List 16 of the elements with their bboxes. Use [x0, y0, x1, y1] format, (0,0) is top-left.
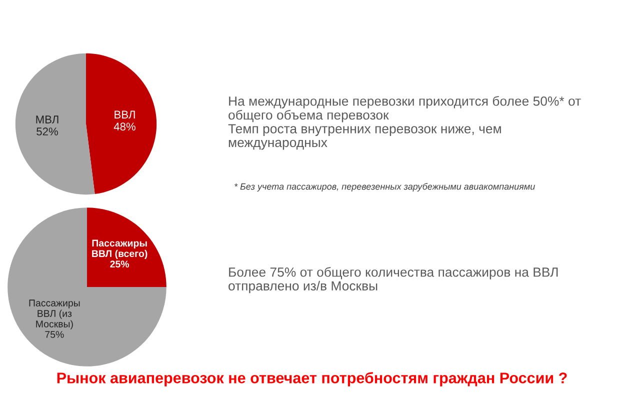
text: * Без учета пассажиров, перевезенных зарубежными авиакомпаниями	[234, 183, 535, 192]
data-label: 52%	[36, 128, 58, 136]
data-label: 25%	[110, 260, 130, 268]
slice-label: Пассажиры ВВЛ (всего)	[92, 240, 148, 259]
slice-label: ВВЛ	[114, 110, 135, 119]
pie-slice	[86, 53, 157, 194]
slice-label: МВЛ	[36, 116, 58, 124]
pie-slice	[15, 53, 95, 195]
pie-slice	[87, 208, 166, 287]
data-label: 48%	[114, 122, 136, 131]
text: Более 75% от общего количества пассажиров на ВВЛ отправлено из/в Москвы	[228, 267, 558, 294]
data-label: 75%	[45, 331, 64, 338]
text: Рынок авиаперевозок не отвечает потребностям граждан России ?	[57, 372, 567, 386]
text: На международные перевозки приходится более 50%* от общего объема перевозок Темп роста внутренних перевозок ниже, чем международных	[228, 96, 581, 150]
pie-slice	[8, 208, 166, 366]
slice-label: Пассажиры ВВЛ (из Москвы)	[29, 300, 80, 330]
